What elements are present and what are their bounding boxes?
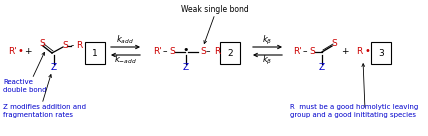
Text: 2: 2 bbox=[227, 49, 233, 58]
Text: S: S bbox=[39, 39, 45, 49]
Text: R': R' bbox=[153, 47, 162, 56]
Text: S: S bbox=[200, 47, 206, 56]
Text: Z: Z bbox=[183, 64, 189, 72]
Bar bbox=[220, 42, 240, 64]
Text: 1: 1 bbox=[92, 49, 98, 58]
Text: -: - bbox=[70, 41, 74, 50]
Text: S: S bbox=[62, 41, 68, 50]
Text: R: R bbox=[214, 47, 220, 56]
Text: S: S bbox=[309, 47, 315, 56]
Text: R': R' bbox=[8, 47, 17, 56]
Text: Z: Z bbox=[51, 64, 57, 72]
Text: Reactive: Reactive bbox=[3, 79, 33, 85]
Text: R': R' bbox=[293, 47, 302, 56]
Text: –: – bbox=[163, 47, 167, 56]
Text: $k_{\beta}$: $k_{\beta}$ bbox=[262, 53, 272, 67]
Text: –: – bbox=[206, 47, 210, 56]
Text: group and a good inititating species: group and a good inititating species bbox=[290, 112, 416, 118]
Text: •: • bbox=[365, 46, 371, 56]
Text: R: R bbox=[76, 41, 82, 50]
Text: •: • bbox=[18, 46, 24, 56]
Text: fragmentation rates: fragmentation rates bbox=[3, 112, 73, 118]
Text: R: R bbox=[356, 47, 362, 56]
Text: •: • bbox=[183, 45, 189, 55]
Text: Z: Z bbox=[319, 64, 325, 72]
Text: R  must be a good homolytic leaving: R must be a good homolytic leaving bbox=[290, 104, 418, 110]
Text: 3: 3 bbox=[378, 49, 384, 58]
Bar bbox=[371, 42, 391, 64]
Text: Z modifies addition and: Z modifies addition and bbox=[3, 104, 86, 110]
Text: $k_{\beta}$: $k_{\beta}$ bbox=[262, 33, 272, 47]
Text: –: – bbox=[303, 47, 307, 56]
Text: S: S bbox=[169, 47, 175, 56]
Text: $k_{-add}$: $k_{-add}$ bbox=[113, 54, 137, 66]
Text: double bond: double bond bbox=[3, 87, 47, 93]
Text: S: S bbox=[331, 39, 337, 49]
Text: Weak single bond: Weak single bond bbox=[181, 4, 249, 13]
Bar bbox=[85, 42, 105, 64]
Text: +: + bbox=[341, 47, 349, 56]
Text: $k_{add}$: $k_{add}$ bbox=[116, 34, 134, 46]
Text: +: + bbox=[24, 47, 32, 56]
